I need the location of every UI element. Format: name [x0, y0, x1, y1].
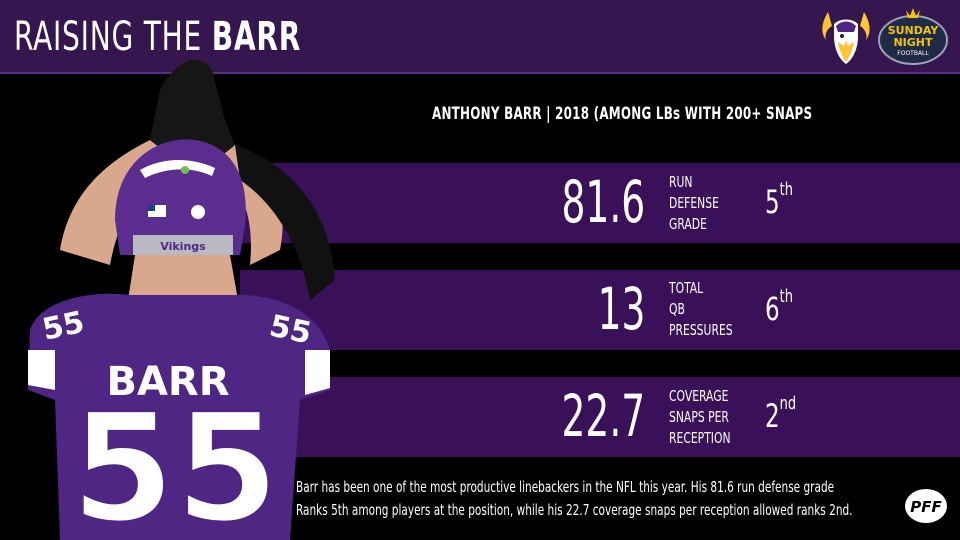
caption-text: Barr has been one of the most productive… [296, 476, 853, 522]
jersey-name: BARR [106, 359, 229, 405]
stat-rank-qb-pressures: 6th [765, 286, 793, 328]
stat-band-3 [240, 377, 960, 457]
stat-label-coverage: COVERAGE SNAPS PER RECEPTION [669, 387, 731, 447]
stat-value-run-defense: 81.6 [561, 168, 645, 236]
snf-line1: SUNDAY [888, 24, 940, 37]
snf-line2: NIGHT [893, 36, 933, 49]
caption-line-1: Barr has been one of the most productive… [296, 478, 835, 496]
sunday-night-football-logo-icon: SUNDAY NIGHT FOOTBALL [878, 8, 948, 65]
sleeve-number-right: 55 [266, 309, 314, 352]
jersey-number: 55 [71, 382, 280, 540]
snf-line3: FOOTBALL [897, 50, 929, 57]
player-image: Vikings 55 55 BARR 55 [28, 59, 335, 540]
page-title-bold: BARR [211, 14, 302, 60]
caption-line-2: Ranks 5th among players at the position,… [296, 501, 853, 519]
stat-label-run-defense: RUN DEFENSE GRADE [669, 173, 719, 233]
stat-rank-run-defense: 5th [765, 179, 793, 221]
chart-subtitle: ANTHONY BARR | 2018 (AMONG LBs WITH 200+… [432, 104, 813, 124]
helmet-text: Vikings [160, 240, 206, 253]
vikings-logo-icon [822, 12, 870, 64]
stat-label-qb-pressures: TOTAL QB PRESSURES [669, 279, 733, 339]
stat-value-coverage: 22.7 [561, 382, 645, 450]
stat-band-1 [240, 163, 960, 243]
pff-logo-text: PFF [910, 498, 942, 516]
stat-band-2 [240, 270, 960, 350]
stat-value-qb-pressures: 13 [597, 275, 645, 343]
page-title: RAISING THE BARR [14, 14, 302, 60]
stat-rank-coverage: 2nd [765, 393, 797, 435]
sleeve-number-left: 55 [39, 305, 87, 348]
pff-logo-icon: PFF [905, 489, 947, 523]
header-bar: RAISING THE BARR [0, 0, 960, 74]
